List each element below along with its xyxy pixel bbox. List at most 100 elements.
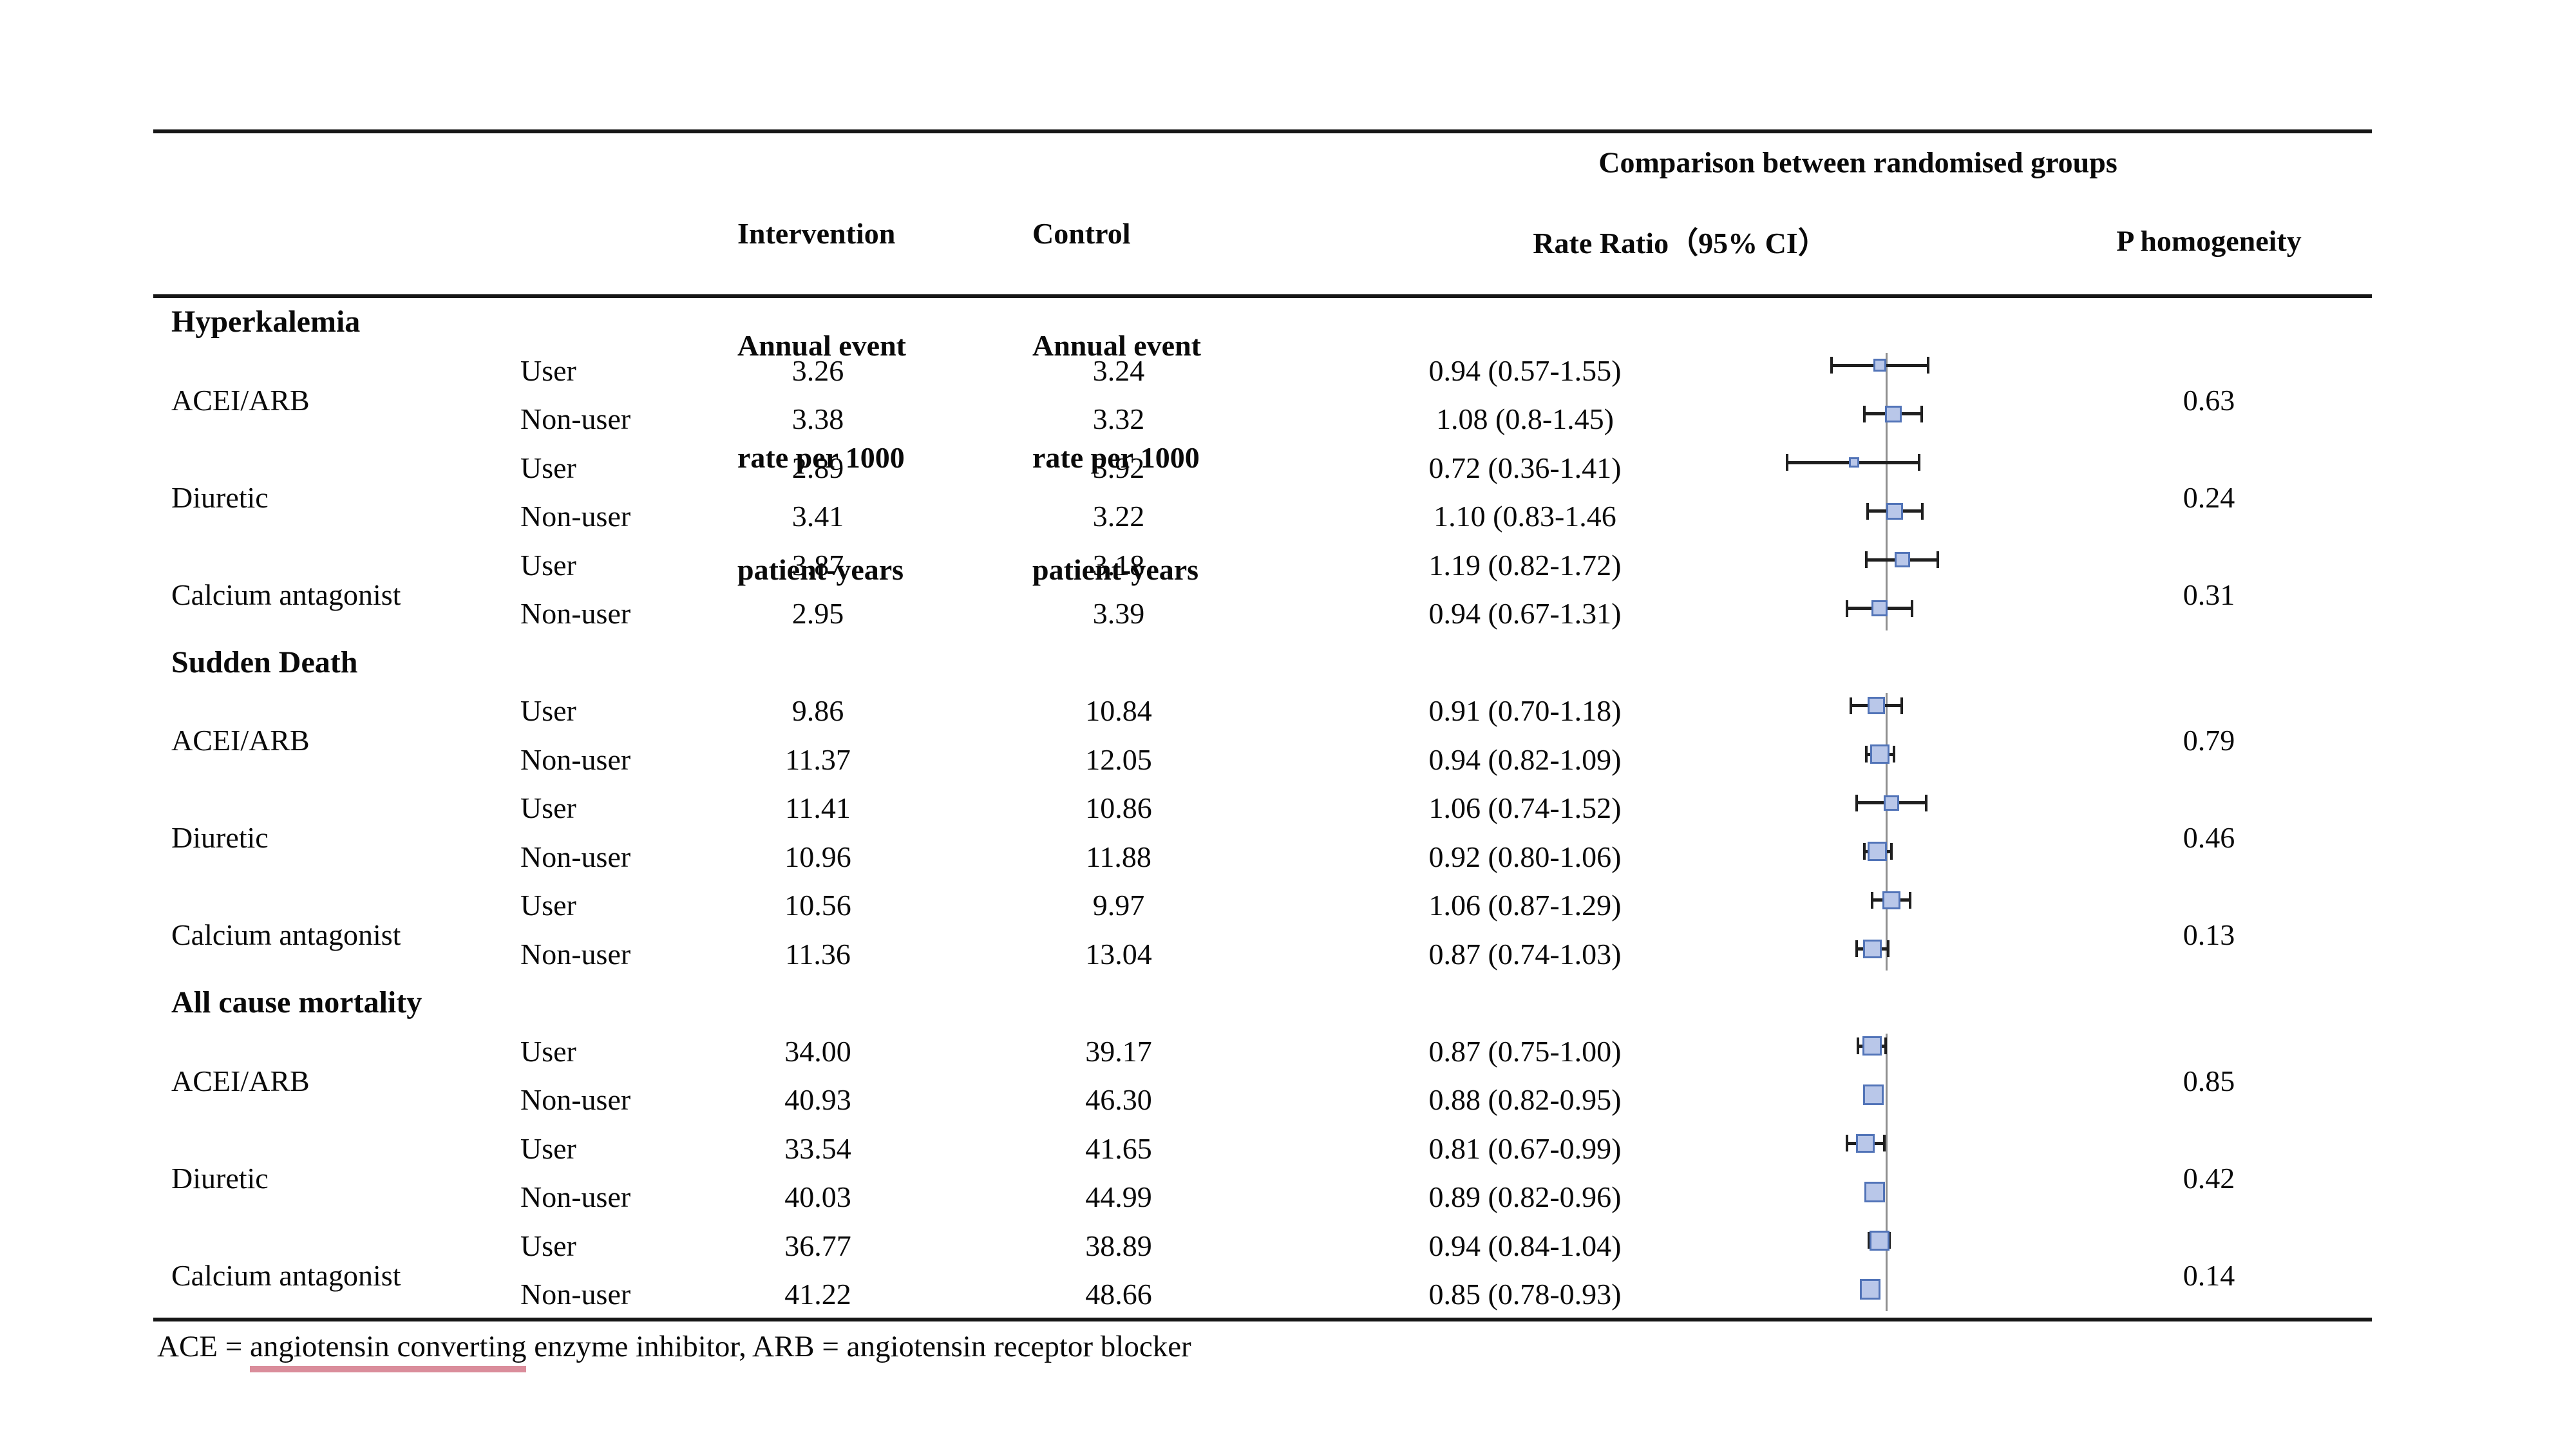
- intervention-rate: 33.54: [784, 1132, 851, 1165]
- ci-cap-right: [1924, 794, 1927, 811]
- p-homogeneity-value: 0.14: [2183, 1258, 2235, 1292]
- rate-ratio-text: 0.87 (0.74-1.03): [1428, 937, 1622, 971]
- rate-ratio-text: 0.94 (0.84-1.04): [1428, 1229, 1622, 1262]
- control-rate: 3.18: [1092, 548, 1145, 582]
- ci-cap-left: [1867, 1232, 1870, 1249]
- control-rate: 3.22: [1092, 500, 1145, 533]
- intervention-rate: 10.96: [784, 840, 851, 873]
- exposure-label: User: [520, 354, 576, 387]
- control-rate: 12.05: [1085, 743, 1152, 776]
- drug-label: Calcium antagonist: [171, 918, 401, 951]
- control-rate: 11.88: [1086, 840, 1151, 873]
- ci-cap-right: [1917, 454, 1920, 471]
- rate-ratio-text: 0.94 (0.57-1.55): [1428, 354, 1622, 387]
- control-header-line: Control: [1032, 217, 1131, 250]
- control-rate: 3.39: [1092, 597, 1145, 630]
- forest-square: [1855, 1133, 1875, 1153]
- control-column-header: Control Annual event rate per 1000 patie…: [1032, 140, 1201, 663]
- control-rate: 10.86: [1085, 791, 1152, 825]
- control-rate: 3.32: [1092, 402, 1145, 436]
- rate-ratio-text: 0.85 (0.78-0.93): [1428, 1278, 1622, 1311]
- intervention-rate: 41.22: [784, 1278, 851, 1311]
- ci-cap-right: [1937, 551, 1940, 569]
- exposure-label: Non-user: [520, 402, 631, 436]
- drug-label: Diuretic: [171, 821, 269, 854]
- intervention-rate: 11.37: [785, 743, 851, 776]
- table-bottom-rule: [153, 1318, 2372, 1321]
- rate-ratio-text: 0.81 (0.67-0.99): [1428, 1132, 1622, 1165]
- p-homogeneity-value: 0.31: [2183, 578, 2235, 611]
- exposure-label: User: [520, 1229, 576, 1262]
- control-rate: 39.17: [1085, 1034, 1152, 1068]
- rate-ratio-text: 1.08 (0.8-1.45): [1436, 402, 1614, 436]
- exposure-label: User: [520, 694, 576, 728]
- drug-label: Calcium antagonist: [171, 578, 401, 611]
- intervention-rate: 2.95: [791, 597, 844, 630]
- exposure-label: User: [520, 791, 576, 825]
- forest-square: [1883, 795, 1899, 811]
- forest-square: [1870, 744, 1889, 764]
- intervention-rate: 3.87: [791, 548, 844, 582]
- ci-cap-left: [1785, 454, 1788, 471]
- rate-ratio-column-header: Rate Ratio（95% CI）: [1533, 227, 1828, 260]
- intervention-rate: 10.56: [784, 889, 851, 922]
- rate-ratio-text: 1.10 (0.83-1.46: [1434, 500, 1616, 533]
- p-homogeneity-column-header: P homogeneity: [2116, 224, 2302, 258]
- exposure-label: Non-user: [520, 1083, 631, 1117]
- drug-label: ACEI/ARB: [171, 383, 310, 417]
- control-rate: 38.89: [1085, 1229, 1152, 1262]
- ci-cap-left: [1866, 502, 1870, 520]
- ci-cap-right: [1926, 357, 1929, 374]
- intervention-rate: 3.38: [791, 402, 844, 436]
- ci-cap-left: [1850, 697, 1853, 714]
- exposure-label: Non-user: [520, 840, 631, 873]
- ci-cap-right: [1909, 891, 1912, 909]
- forest-square: [1871, 600, 1888, 617]
- forest-square: [1848, 457, 1859, 468]
- rate-ratio-text: 0.92 (0.80-1.06): [1428, 840, 1622, 873]
- control-rate: 13.04: [1085, 937, 1152, 971]
- rate-ratio-text: 0.89 (0.82-0.96): [1428, 1180, 1622, 1214]
- ci-cap-right: [1887, 940, 1890, 958]
- forest-square: [1859, 1278, 1880, 1300]
- forest-square: [1862, 1084, 1884, 1105]
- forest-square: [1862, 939, 1882, 958]
- ci-cap-left: [1830, 357, 1833, 374]
- p-homogeneity-value: 0.46: [2183, 821, 2235, 854]
- exposure-label: User: [520, 548, 576, 582]
- section-header: All cause mortality: [171, 985, 422, 1020]
- control-rate: 3.24: [1092, 354, 1145, 387]
- exposure-label: User: [520, 451, 576, 484]
- ci-cap-left: [1871, 891, 1874, 909]
- section-header: Sudden Death: [171, 645, 358, 679]
- section-header: Hyperkalemia: [171, 305, 361, 339]
- forest-square: [1882, 891, 1900, 909]
- intervention-rate: 40.03: [784, 1180, 851, 1214]
- table-header-rule: [153, 294, 2372, 298]
- drug-label: Diuretic: [171, 480, 269, 514]
- forest-square: [1868, 842, 1888, 862]
- forest-square: [1884, 405, 1902, 422]
- footnote-underlined-text: angiotensin converting: [250, 1330, 527, 1372]
- forest-square: [1864, 1181, 1885, 1202]
- rate-ratio-text: 1.06 (0.74-1.52): [1428, 791, 1622, 825]
- ci-cap-left: [1845, 1135, 1848, 1152]
- ci-cap-right: [1900, 697, 1903, 714]
- ci-cap-right: [1892, 746, 1895, 763]
- reference-line: [1886, 352, 1888, 630]
- intervention-column-header: Intervention Annual event rate per 1000 …: [737, 140, 906, 663]
- ci-cap-left: [1862, 405, 1866, 422]
- intervention-rate: 11.41: [785, 791, 851, 825]
- control-rate: 46.30: [1085, 1083, 1152, 1117]
- exposure-label: User: [520, 1034, 576, 1068]
- control-rate: 10.84: [1085, 694, 1152, 728]
- intervention-header-line: patient-years: [737, 553, 904, 586]
- table-top-rule: [153, 129, 2372, 133]
- intervention-rate: 3.26: [791, 354, 844, 387]
- forest-square: [1895, 552, 1911, 568]
- drug-label: Calcium antagonist: [171, 1258, 401, 1292]
- intervention-header-line: rate per 1000: [737, 441, 905, 474]
- intervention-rate: 3.41: [791, 500, 844, 533]
- forest-square: [1870, 1230, 1890, 1251]
